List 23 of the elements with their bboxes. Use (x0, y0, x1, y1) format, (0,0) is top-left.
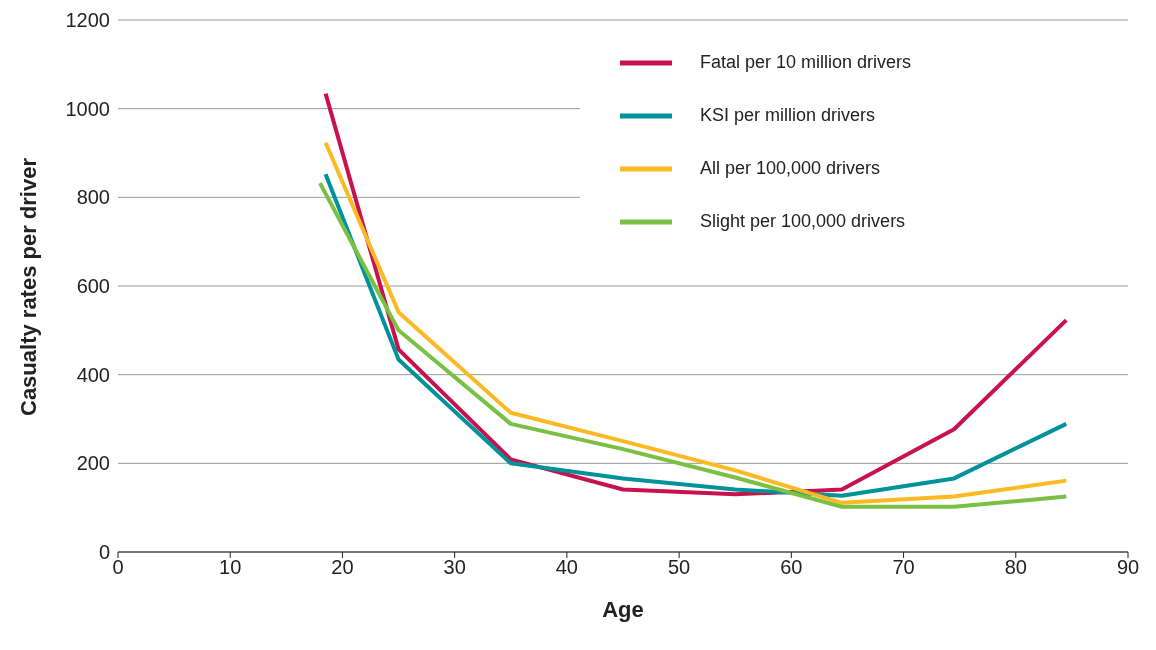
x-tick-label: 30 (443, 556, 466, 579)
x-tick-label: 80 (1004, 556, 1027, 579)
x-tick-label: 60 (780, 556, 803, 579)
y-tick-label: 400 (76, 363, 110, 386)
y-tick-label: 1000 (65, 97, 110, 120)
y-tick-label: 0 (98, 541, 110, 564)
x-tick-label: 50 (667, 556, 691, 579)
x-tick-label: 0 (112, 556, 124, 579)
y-axis-title: Casualty rates per driver (15, 157, 41, 416)
legend-label: Fatal per 10 million drivers (700, 52, 912, 73)
legend-label: All per 100,000 drivers (700, 158, 881, 179)
x-tick-label: 90 (1116, 556, 1140, 579)
y-tick-label: 600 (76, 275, 110, 298)
y-tick-label: 200 (76, 452, 110, 475)
x-tick-label: 40 (555, 556, 579, 579)
x-tick-label: 10 (219, 556, 242, 579)
x-axis-title: Age (602, 597, 644, 622)
x-tick-label: 20 (331, 556, 354, 579)
legend-label: KSI per million drivers (700, 105, 876, 126)
y-tick-label: 1200 (65, 9, 110, 32)
y-tick-label: 800 (76, 186, 110, 209)
legend-label: Slight per 100,000 drivers (700, 211, 906, 232)
x-tick-label: 70 (892, 556, 915, 579)
